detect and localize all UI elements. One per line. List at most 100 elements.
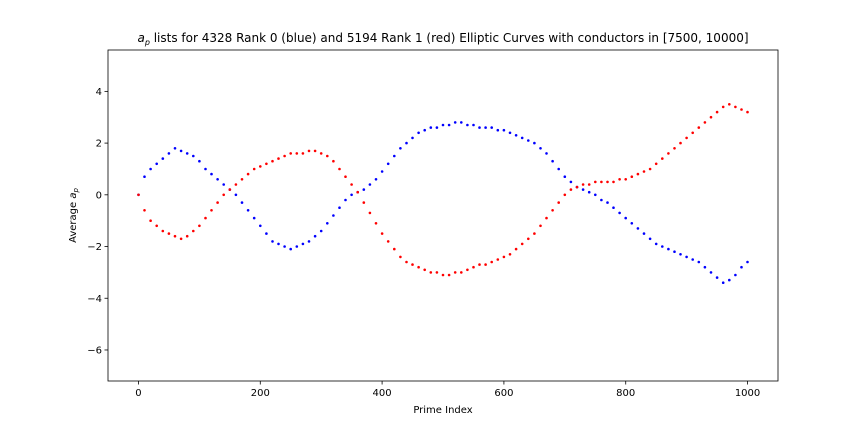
data-point [283, 245, 286, 248]
data-point [484, 126, 487, 129]
data-point [204, 216, 207, 220]
data-point [691, 258, 694, 261]
data-point [673, 147, 676, 150]
data-point [715, 110, 719, 114]
data-point [624, 178, 627, 181]
data-point [210, 172, 213, 176]
data-point [746, 110, 749, 114]
data-point [332, 214, 335, 217]
y-tick-label: −6 [87, 345, 102, 356]
data-point [514, 134, 518, 137]
data-point [569, 180, 573, 184]
data-point [697, 126, 701, 129]
data-point [594, 193, 597, 197]
data-point [289, 247, 293, 251]
data-point [514, 247, 518, 251]
data-point [246, 209, 250, 212]
data-point [587, 190, 591, 194]
data-point [362, 201, 366, 204]
data-point [259, 165, 262, 168]
x-axis: 0 200 400 600 800 1000 [135, 381, 760, 399]
data-point [149, 167, 152, 171]
data-point [630, 222, 634, 225]
data-point [210, 209, 213, 212]
series-blue [137, 121, 749, 285]
data-point [198, 224, 201, 228]
data-point [417, 131, 420, 135]
data-point [216, 178, 219, 181]
data-point [740, 108, 743, 111]
data-point [575, 185, 579, 189]
data-point [612, 206, 615, 209]
series-red [137, 103, 749, 277]
data-point [240, 201, 244, 204]
data-point [539, 224, 542, 228]
data-point [179, 237, 183, 241]
data-point [313, 234, 317, 238]
data-point [703, 265, 707, 269]
data-point [252, 216, 256, 220]
y-axis-label-text: Average ap [68, 188, 80, 243]
data-point [715, 276, 719, 279]
data-point [295, 152, 299, 155]
data-point [228, 188, 232, 191]
data-point [204, 167, 207, 171]
data-point [618, 178, 621, 181]
data-point [277, 157, 280, 160]
data-point [551, 159, 554, 163]
data-point [137, 193, 140, 197]
data-point [581, 183, 585, 186]
data-point [460, 121, 463, 124]
data-point [441, 273, 445, 277]
data-point [581, 188, 585, 191]
x-tick-label: 0 [135, 388, 141, 399]
data-point [667, 247, 670, 251]
data-point [721, 281, 725, 285]
data-point [307, 240, 311, 243]
scatter-points [137, 103, 749, 285]
data-point [192, 229, 195, 233]
data-point [618, 211, 621, 215]
data-point [338, 206, 341, 209]
data-point [216, 201, 219, 204]
data-point [502, 128, 506, 132]
data-point [380, 232, 384, 235]
data-point [143, 175, 146, 178]
data-point [606, 180, 609, 184]
data-point [265, 162, 268, 166]
data-point [167, 232, 171, 235]
x-tick-label: 400 [373, 388, 392, 399]
data-point [271, 159, 274, 163]
data-point [661, 157, 664, 160]
data-point [368, 211, 372, 215]
data-point [642, 232, 646, 235]
data-point [740, 265, 743, 269]
data-point [173, 234, 177, 238]
data-point [557, 201, 560, 204]
data-point [569, 188, 573, 191]
data-point [435, 126, 439, 129]
data-point [587, 183, 591, 186]
data-point [423, 128, 427, 132]
data-point [661, 245, 664, 248]
data-point [600, 180, 603, 184]
data-point [606, 201, 609, 204]
data-point [301, 242, 305, 246]
data-point [667, 152, 670, 155]
data-point [453, 271, 457, 274]
data-point [192, 154, 195, 158]
data-point [508, 131, 512, 135]
data-point [563, 175, 567, 178]
chart-title: ap lists for 4328 Rank 0 (blue) and 5194… [137, 31, 748, 47]
data-point [198, 159, 201, 163]
data-point [466, 268, 469, 272]
data-point [411, 136, 414, 140]
data-point [405, 260, 408, 264]
data-point [527, 237, 530, 241]
y-tick-label: −4 [87, 294, 102, 305]
data-point [478, 263, 481, 266]
data-point [362, 188, 366, 191]
data-point [496, 128, 500, 132]
